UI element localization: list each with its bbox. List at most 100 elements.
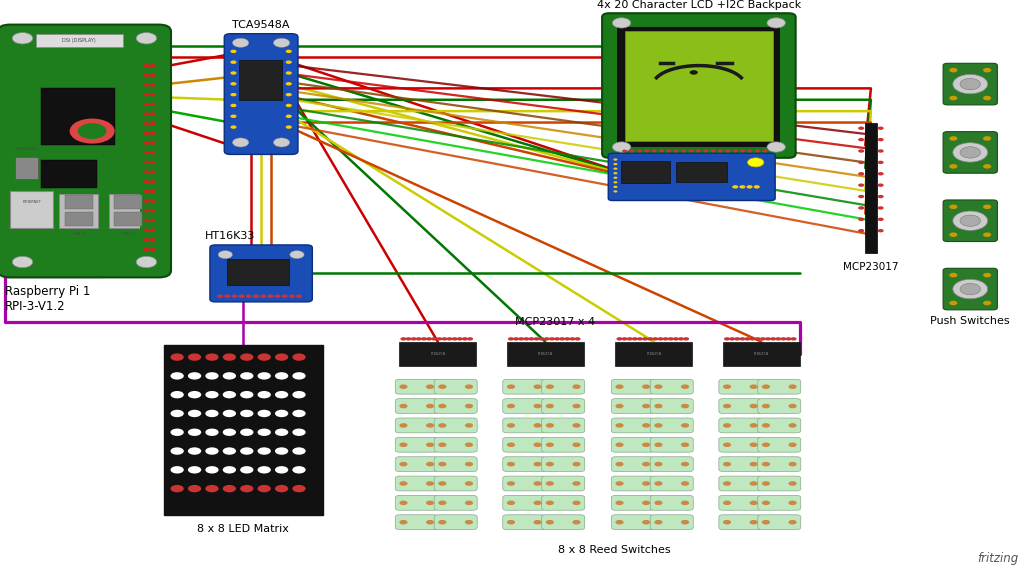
Circle shape [399,423,408,428]
Circle shape [647,337,653,340]
FancyBboxPatch shape [542,379,585,394]
Circle shape [274,372,289,380]
Circle shape [642,520,650,524]
Circle shape [143,83,150,87]
Circle shape [724,337,730,340]
Circle shape [518,337,524,340]
Circle shape [438,481,446,486]
Circle shape [878,138,884,141]
Text: TCA9548A: TCA9548A [232,20,290,30]
Circle shape [296,294,302,298]
Circle shape [858,206,864,210]
Bar [617,27,780,147]
Bar [65,212,93,225]
Circle shape [70,118,115,143]
FancyBboxPatch shape [542,418,585,433]
FancyBboxPatch shape [210,245,312,302]
Circle shape [399,501,408,505]
Circle shape [507,501,515,505]
Circle shape [615,443,624,447]
Circle shape [949,136,957,141]
Circle shape [750,337,756,340]
Circle shape [286,61,292,64]
Circle shape [240,485,254,492]
Circle shape [723,384,731,389]
Circle shape [223,391,237,398]
Circle shape [258,410,270,417]
Bar [109,194,147,228]
Circle shape [507,481,515,486]
Circle shape [615,501,624,505]
Circle shape [762,462,770,466]
Bar [41,160,97,188]
Circle shape [632,337,638,340]
Circle shape [642,337,648,340]
Circle shape [240,410,254,417]
Circle shape [143,209,150,213]
Circle shape [762,520,770,524]
Text: 4x 20 Character LCD +I2C Backpack: 4x 20 Character LCD +I2C Backpack [597,1,801,10]
Circle shape [232,38,249,47]
Circle shape [143,180,150,183]
Circle shape [258,428,270,436]
Circle shape [559,337,565,340]
Text: LT8625N: LT8625N [430,352,445,356]
Text: 8 x 8 LED Matrix: 8 x 8 LED Matrix [198,524,289,534]
Circle shape [462,337,468,340]
Circle shape [150,161,156,164]
Circle shape [613,172,617,175]
Circle shape [788,443,797,447]
Circle shape [574,337,581,340]
Circle shape [143,190,150,193]
Circle shape [258,485,270,492]
Circle shape [426,481,434,486]
Circle shape [878,229,884,232]
Circle shape [230,103,237,107]
FancyBboxPatch shape [395,399,438,413]
Circle shape [750,423,758,428]
Circle shape [205,410,219,417]
Circle shape [750,501,758,505]
Circle shape [878,195,884,198]
Circle shape [240,428,254,436]
FancyBboxPatch shape [434,476,477,491]
Circle shape [150,132,156,135]
Circle shape [878,183,884,187]
Circle shape [399,443,408,447]
FancyBboxPatch shape [503,379,546,394]
Circle shape [613,158,617,161]
Circle shape [188,428,201,436]
Circle shape [961,79,981,90]
FancyBboxPatch shape [542,438,585,452]
Circle shape [534,423,542,428]
Circle shape [188,447,201,455]
Circle shape [750,481,758,486]
Circle shape [755,337,761,340]
Circle shape [878,127,884,130]
Circle shape [465,520,473,524]
Circle shape [150,93,156,97]
FancyBboxPatch shape [650,399,693,413]
FancyBboxPatch shape [758,379,801,394]
Circle shape [858,127,864,130]
Circle shape [205,353,219,361]
Circle shape [616,337,623,340]
FancyBboxPatch shape [503,399,546,413]
Circle shape [143,161,150,164]
Circle shape [274,485,289,492]
Circle shape [674,150,679,153]
FancyBboxPatch shape [611,399,654,413]
Circle shape [748,150,753,153]
FancyBboxPatch shape [503,418,546,433]
Circle shape [546,443,554,447]
Circle shape [438,423,446,428]
Circle shape [273,38,290,47]
FancyBboxPatch shape [395,495,438,510]
Circle shape [572,520,581,524]
Circle shape [791,337,797,340]
Circle shape [961,283,981,295]
Circle shape [282,294,288,298]
Circle shape [630,150,635,153]
Circle shape [952,211,987,231]
Circle shape [858,161,864,164]
